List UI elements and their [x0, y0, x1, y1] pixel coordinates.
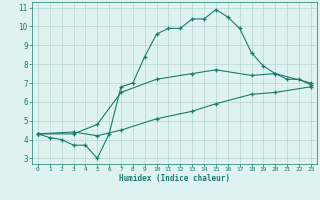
X-axis label: Humidex (Indice chaleur): Humidex (Indice chaleur) — [119, 174, 230, 183]
